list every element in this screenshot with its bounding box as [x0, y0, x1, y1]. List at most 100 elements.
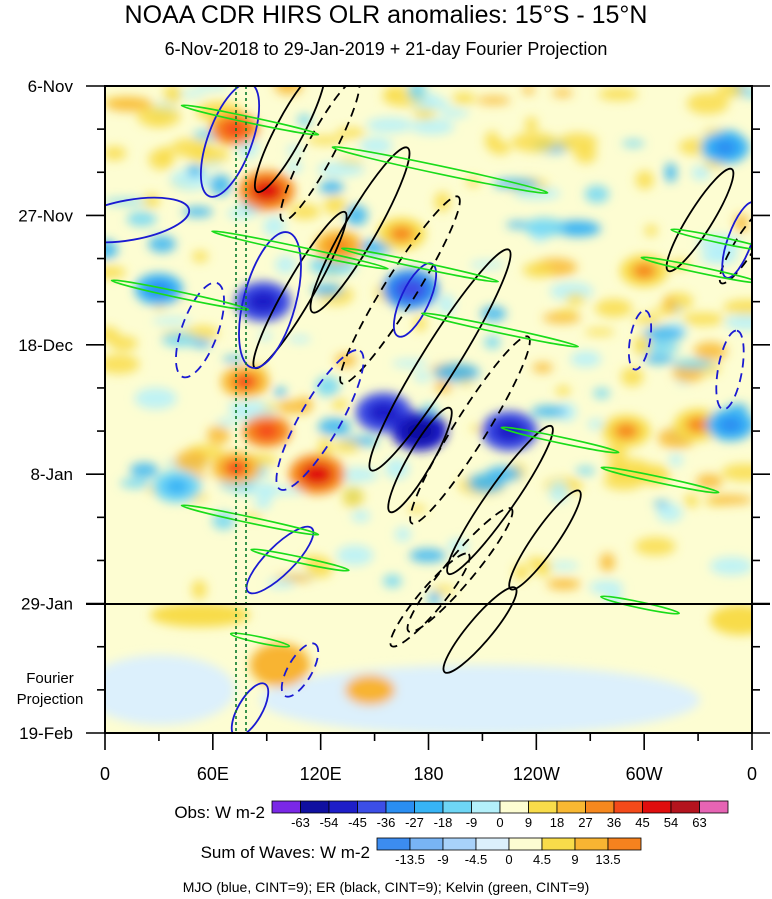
anomaly-texture-cell: [440, 108, 469, 118]
x-tick-label: 180: [413, 764, 443, 784]
colorbar-swatch: [508, 837, 543, 851]
anomaly-texture-cell: [152, 317, 192, 325]
colorbar-tick-label: -13.5: [395, 852, 425, 867]
fourier-projection-field: [105, 604, 752, 733]
anomaly-texture-cell: [333, 440, 361, 453]
anomaly-texture-cell: [391, 359, 429, 368]
anomaly-texture-cell: [187, 164, 204, 178]
x-tick-label: 0: [747, 764, 757, 784]
colorbar-tick-label: -4.5: [465, 852, 487, 867]
mjo-contour: [199, 86, 261, 198]
anomaly-texture-cell: [413, 106, 436, 120]
colorbar-tick-label: 0: [496, 815, 503, 830]
anomaly-texture-cell: [395, 527, 411, 542]
colorbar-swatch: [528, 800, 558, 814]
colorbar-tick-label: -36: [377, 815, 396, 830]
y-tick-label: 8-Jan: [30, 465, 73, 484]
anomaly-texture-cell: [595, 299, 633, 318]
colorbar-tick-label: -9: [466, 815, 478, 830]
anomaly-texture-cell: [480, 306, 507, 322]
anomaly-texture-cell: [549, 480, 569, 503]
anomaly-texture-cell: [634, 537, 676, 556]
colorbar-tick-label: -9: [437, 852, 449, 867]
kelvin-contours: [110, 104, 752, 648]
anomaly-texture-cell: [317, 162, 365, 177]
colorbar-tick-label: 63: [692, 815, 706, 830]
er-contours: [252, 86, 752, 674]
anomaly-texture-cell: [276, 400, 309, 414]
y-tick-label: 19-Feb: [19, 724, 73, 743]
anomaly-texture-cell: [384, 86, 398, 100]
x-tick-label: 120E: [300, 764, 342, 784]
colorbar-tick-label: 54: [664, 815, 678, 830]
anomaly-texture-cell: [511, 132, 559, 153]
mjo-contour: [275, 349, 365, 491]
anomaly-texture-cell: [222, 356, 247, 363]
anomaly-texture-cell: [161, 332, 198, 347]
colorbar-tick-label: -54: [320, 815, 339, 830]
anomaly-texture-cell: [684, 494, 699, 508]
colorbar-swatch: [642, 800, 672, 814]
anomaly-texture-cell: [335, 127, 367, 138]
y-tick-label: 27-Nov: [18, 206, 73, 225]
anomaly-texture-cell: [335, 353, 357, 368]
fourier-label-line1: Fourier: [26, 670, 74, 687]
anomaly-texture-cell: [414, 315, 427, 332]
anomaly-texture-cell: [575, 466, 596, 475]
anomaly-texture-cell: [209, 174, 232, 196]
colorbar-tick-label: -18: [434, 815, 453, 830]
anomaly-texture-cell: [297, 114, 312, 127]
colorbar-swatch: [471, 800, 501, 814]
anomaly-texture-cell: [549, 561, 580, 570]
anomaly-texture-cell: [644, 224, 658, 237]
anomaly-texture-cell: [557, 133, 598, 152]
anomaly-texture-cell: [620, 367, 644, 387]
kelvin-contour: [640, 256, 752, 284]
anomaly-texture-cell: [633, 335, 651, 356]
colorbar-swatch: [414, 800, 444, 814]
anomaly-texture-cell: [700, 249, 738, 265]
anomaly-texture-cell: [664, 162, 677, 183]
anomaly-texture-cell: [613, 458, 627, 476]
anomaly-texture-cell: [452, 92, 476, 105]
colorbar-swatch: [271, 800, 301, 814]
colorbar-tick-label: 9: [525, 815, 532, 830]
y-axis-labels: 6-Nov 27-Nov 18-Dec 8-Jan 29-Jan 19-Feb: [18, 77, 73, 743]
anomaly-texture-cell: [531, 405, 568, 418]
colorbar-swatch: [556, 800, 586, 814]
anomaly-feature: [250, 179, 283, 202]
anomaly-texture-cell: [523, 217, 565, 237]
anomaly-texture-cell: [570, 351, 602, 367]
mjo-contour: [175, 281, 225, 379]
colorbar-swatch: [442, 800, 472, 814]
anomaly-texture-cell: [433, 363, 480, 382]
x-tick-label: 0: [100, 764, 110, 784]
anomaly-texture-cell: [105, 354, 140, 374]
anomaly-texture-cell: [721, 463, 752, 482]
colorbar-tick-label: 9: [571, 852, 578, 867]
anomaly-texture-cell: [589, 580, 624, 595]
anomaly-texture-cell: [681, 312, 725, 326]
anomaly-texture-cell: [744, 88, 752, 99]
anomaly-texture-cell: [407, 505, 427, 513]
anomaly-texture-cell: [306, 135, 344, 145]
fourier-projection-label: Fourier Projection: [0, 668, 100, 710]
er-contour: [368, 248, 512, 472]
anomaly-texture-cell: [323, 196, 347, 215]
kelvin-contour: [600, 466, 720, 494]
anomaly-texture-cell: [584, 328, 615, 336]
anomaly-texture-cell: [598, 87, 639, 101]
colorbar-tick-label: 27: [578, 815, 592, 830]
anomaly-texture-cell: [710, 557, 752, 576]
anomaly-texture-cell: [105, 146, 127, 161]
er-contour: [718, 205, 752, 285]
anomaly-texture-cell: [599, 552, 615, 572]
anomaly-texture-cell: [105, 240, 118, 260]
anomaly-texture-cell: [289, 204, 321, 220]
anomaly-texture-cell: [476, 96, 511, 105]
anomaly-texture-cell: [194, 86, 229, 91]
colorbar-swatch: [475, 837, 510, 851]
anomaly-texture-cell: [254, 497, 272, 509]
anomaly-texture-cell: [359, 137, 393, 154]
anomaly-texture-cell: [671, 359, 714, 369]
